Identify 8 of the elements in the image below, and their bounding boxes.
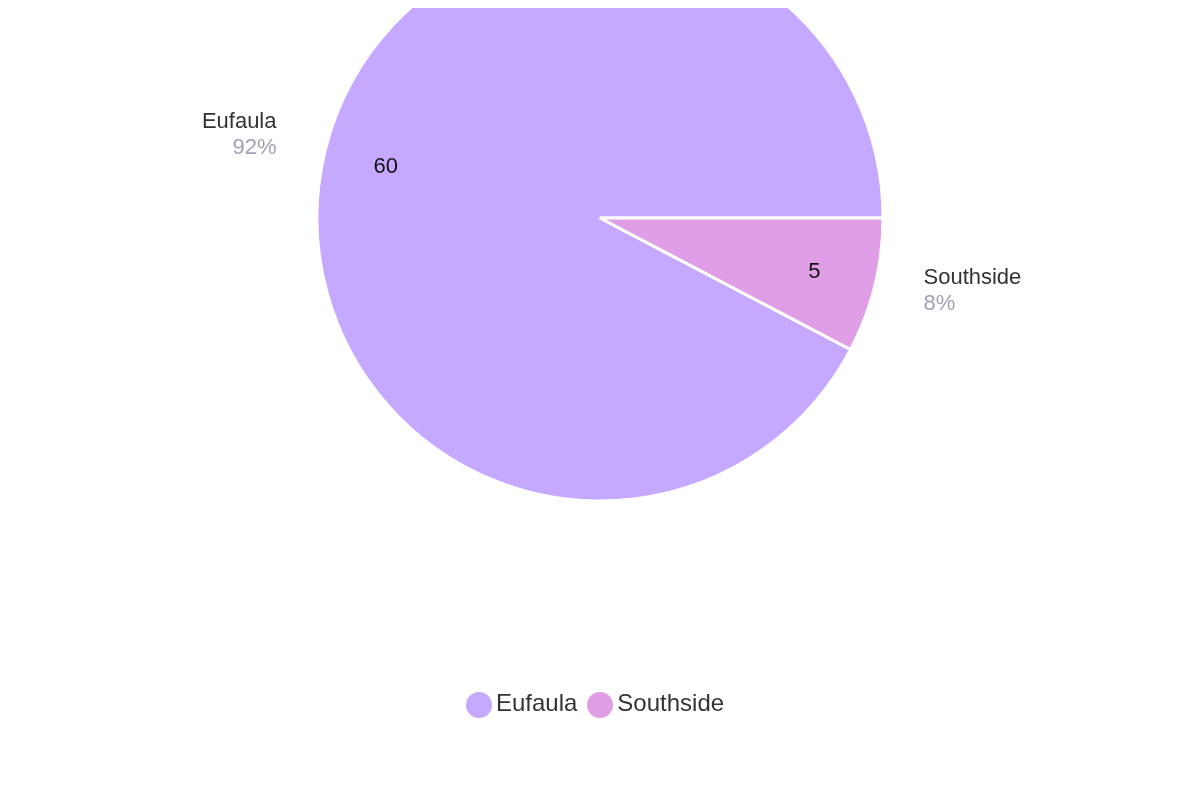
legend-label: Eufaula	[495, 689, 578, 717]
text: 92%	[232, 133, 277, 159]
slice-label: Eufaula	[201, 107, 278, 133]
slice-label: Southside	[923, 264, 1022, 290]
text: 8%	[923, 290, 956, 316]
data-label: 5	[808, 258, 821, 284]
legend-label: Southside	[617, 689, 725, 717]
data-label: 60	[373, 152, 398, 178]
